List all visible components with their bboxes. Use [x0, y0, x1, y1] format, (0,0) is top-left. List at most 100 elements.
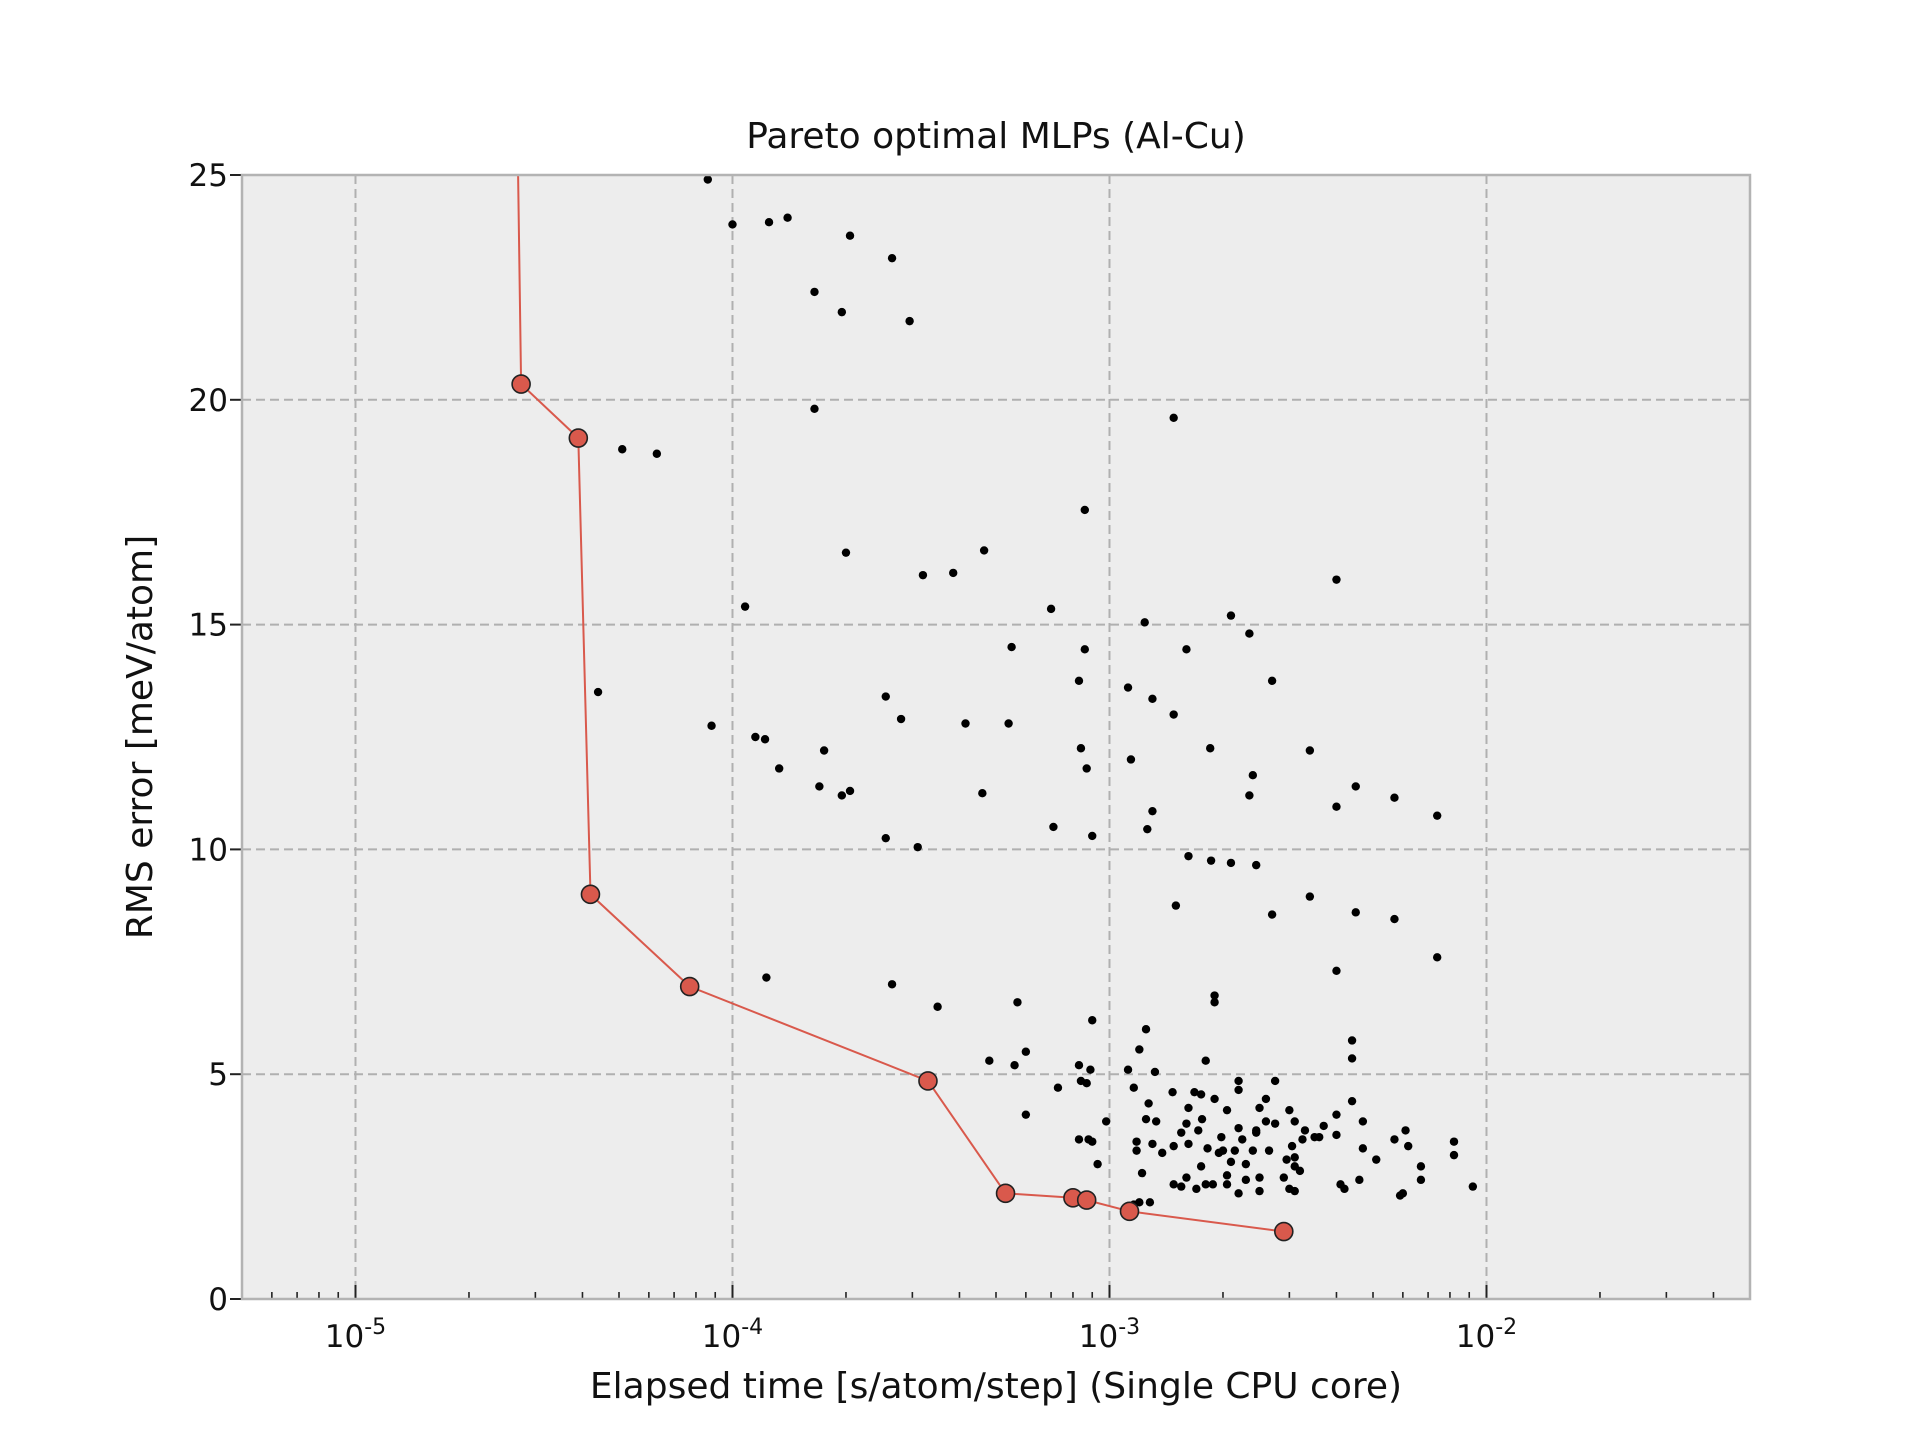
scatter-point [1143, 824, 1152, 834]
scatter-point [593, 687, 603, 697]
scatter-point [1074, 1135, 1084, 1144]
scatter-point [774, 764, 784, 773]
scatter-point [1222, 1180, 1232, 1189]
scatter-point [1351, 782, 1360, 791]
scatter-point [1177, 1182, 1186, 1191]
pareto-point [568, 428, 589, 448]
scatter-point [1210, 991, 1219, 1000]
scatter-point [815, 782, 824, 791]
scatter-point [1074, 676, 1084, 685]
scatter-point [1082, 764, 1091, 773]
y-tick-label: 25 [189, 158, 228, 194]
scatter-point [1082, 1078, 1091, 1088]
y-axis-title: RMS error [meV/atom] [120, 535, 161, 939]
scatter-point [845, 231, 855, 240]
scatter-point [1295, 1166, 1305, 1176]
scatter-point [1144, 1099, 1153, 1108]
scatter-point [1298, 1135, 1307, 1144]
scatter-point [810, 404, 819, 413]
scatter-point [1210, 1094, 1219, 1104]
scatter-point [1222, 1171, 1232, 1180]
scatter-point [1230, 1146, 1240, 1155]
scatter-point [1004, 719, 1013, 728]
scatter-point [1088, 1137, 1097, 1146]
scatter-point [1184, 1103, 1193, 1113]
scatter-point [1264, 1146, 1274, 1155]
scatter-point [1168, 1087, 1177, 1097]
scatter-point [1194, 1126, 1203, 1135]
pareto-point [1076, 1190, 1097, 1210]
scatter-point [1372, 1155, 1381, 1164]
pareto-point [1274, 1221, 1294, 1242]
scatter-point [1222, 1105, 1232, 1115]
scatter-point [837, 307, 847, 317]
scatter-point [1129, 1083, 1138, 1092]
scatter-point [1169, 413, 1178, 422]
scatter-point [1282, 1155, 1291, 1164]
scatter-point [1132, 1146, 1141, 1155]
scatter-point [913, 842, 922, 852]
scatter-point [1287, 1141, 1297, 1151]
scatter-point [810, 287, 819, 297]
scatter-point [1245, 629, 1254, 638]
scatter-point [1449, 1150, 1459, 1160]
x-tick-label: 10-3 [1079, 1315, 1140, 1355]
scatter-point [918, 570, 928, 580]
scatter-point [1049, 822, 1058, 832]
scatter-point [845, 786, 855, 796]
scatter-point [764, 218, 774, 227]
scatter-point [1332, 966, 1341, 975]
scatter-point [1123, 1065, 1133, 1074]
scatter-point [1290, 1186, 1299, 1196]
scatter-point [1248, 1146, 1258, 1155]
scatter-point [1310, 1132, 1319, 1142]
scatter-point [1053, 1083, 1063, 1092]
scatter-point [1169, 710, 1178, 719]
scatter-point [1182, 1119, 1191, 1128]
scatter-point [1013, 998, 1022, 1007]
scatter-point [1226, 611, 1236, 620]
scatter-point [1267, 676, 1277, 685]
scatter-point [978, 789, 987, 798]
scatter-point [1332, 802, 1341, 811]
x-tick-labels: 10-5 10-4 10-3 10-2 [325, 1315, 1517, 1355]
scatter-point [707, 721, 716, 730]
scatter-point [1076, 744, 1086, 753]
scatter-point [1432, 811, 1442, 820]
scatter-point [1135, 1045, 1144, 1054]
scatter-point [1234, 1085, 1243, 1095]
scatter-point [1196, 1162, 1206, 1171]
scatter-point [1148, 806, 1157, 816]
scatter-point [618, 445, 627, 454]
plot-frame [240, 173, 1752, 1301]
points-layer [593, 175, 1478, 1209]
scatter-point [1086, 1065, 1095, 1074]
scatter-point [887, 253, 897, 263]
scatter-point [1390, 914, 1399, 924]
scatter-point [740, 602, 750, 611]
scatter-point [1398, 1189, 1408, 1198]
scatter-point [896, 714, 906, 724]
grid-layer [242, 175, 1750, 1299]
scatter-point [703, 175, 712, 184]
pareto-point [679, 976, 700, 997]
x-tick-label: 10-5 [325, 1315, 386, 1355]
scatter-point [1169, 1180, 1178, 1189]
scatter-point [1046, 604, 1056, 614]
scatter-point [905, 316, 914, 326]
scatter-point [751, 732, 760, 742]
scatter-point [1290, 1153, 1299, 1162]
scatter-point [1145, 1198, 1155, 1207]
scatter-point [762, 973, 771, 982]
scatter-point [841, 548, 851, 557]
scatter-point [1206, 856, 1216, 865]
scatter-point [1140, 618, 1149, 627]
scatter-point [1234, 1076, 1243, 1086]
scatter-point [1158, 1148, 1167, 1158]
scatter-point [985, 1056, 994, 1065]
scatter-point [1241, 1159, 1251, 1169]
scatter-point [1080, 505, 1089, 515]
scatter-point [1300, 1126, 1310, 1135]
plot-background [242, 175, 1750, 1299]
scatter-point [1182, 1173, 1191, 1182]
